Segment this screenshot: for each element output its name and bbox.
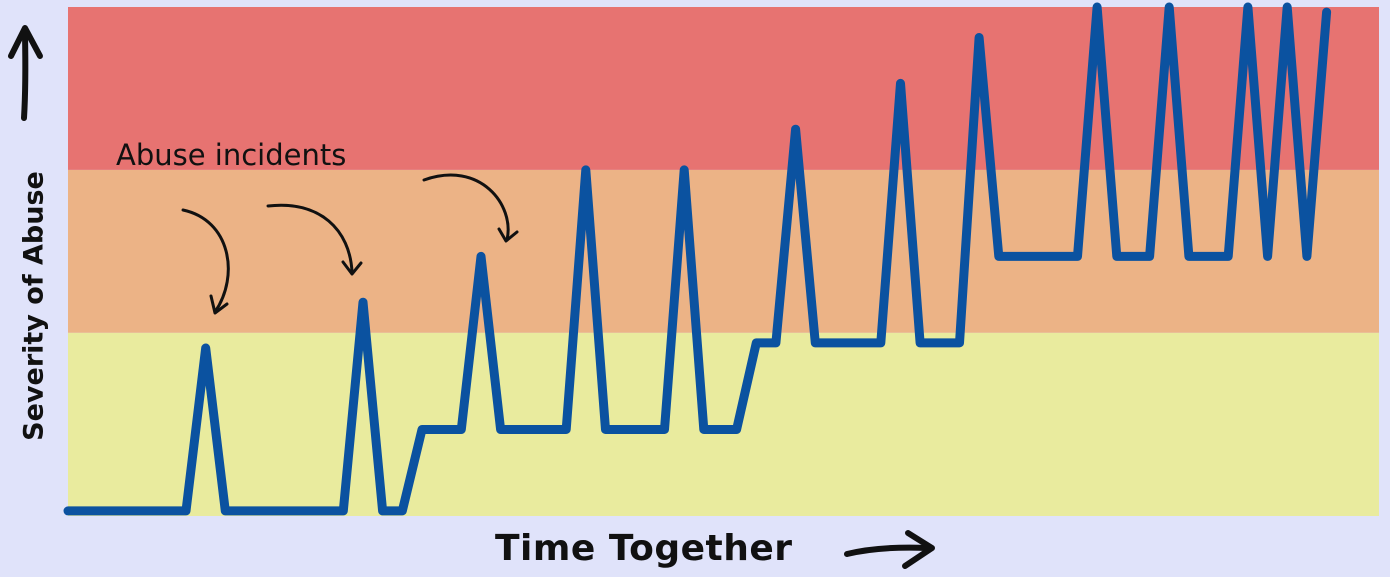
y-axis-arrow-icon [8, 25, 43, 121]
x-axis-label: Time Together [495, 528, 793, 569]
x-axis-arrow-icon [844, 530, 935, 569]
band-low [68, 332, 1379, 516]
band-medium [68, 169, 1379, 333]
annotation-arrow-2-icon [266, 203, 363, 276]
y-axis-label: Severity of Abuse [18, 171, 50, 441]
severity-line [63, 2, 1332, 516]
annotation-label: Abuse incidents [116, 138, 347, 172]
annotation-arrow-1-icon [181, 208, 230, 315]
annotation-arrow-3-icon [422, 173, 519, 243]
